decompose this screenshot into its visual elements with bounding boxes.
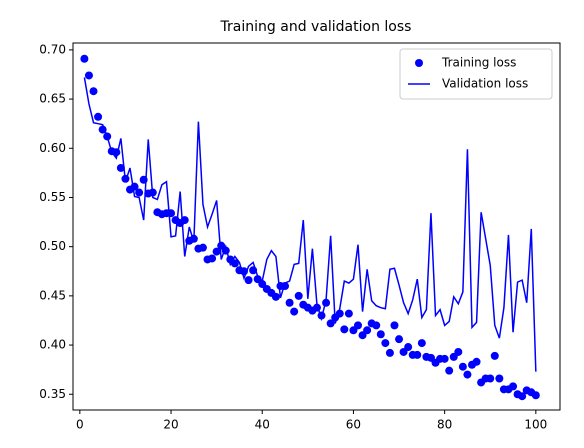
legend: Training loss Validation loss <box>399 48 553 100</box>
data-point <box>404 343 413 352</box>
data-point <box>116 163 125 172</box>
plot-frame <box>72 42 561 411</box>
x-tick-label: 20 <box>163 418 178 432</box>
x-tick-label: 80 <box>437 418 452 432</box>
data-point <box>413 350 422 359</box>
data-point <box>395 335 404 344</box>
data-point <box>518 392 527 401</box>
data-point <box>290 307 299 316</box>
y-tick-label: 0.65 <box>39 92 66 106</box>
data-point <box>294 291 303 300</box>
legend-marker <box>415 59 423 67</box>
data-point <box>531 391 540 400</box>
data-point <box>244 276 253 285</box>
x-tick-label: 60 <box>346 418 361 432</box>
y-tick-label: 0.50 <box>39 239 66 253</box>
x-tick-label: 100 <box>524 418 547 432</box>
data-point <box>454 347 463 356</box>
data-point <box>326 319 335 328</box>
data-point <box>363 326 372 335</box>
data-point <box>285 298 294 307</box>
data-point <box>372 321 381 330</box>
data-point <box>445 366 454 375</box>
y-tick-label: 0.70 <box>39 42 66 56</box>
data-point <box>472 357 481 366</box>
data-point <box>385 348 394 357</box>
data-point <box>344 309 353 318</box>
chart-title: Training and validation loss <box>220 19 412 35</box>
data-point <box>440 354 449 363</box>
y-tick-label: 0.55 <box>39 190 66 204</box>
data-point <box>390 321 399 330</box>
data-point <box>135 188 144 197</box>
series-line <box>83 77 537 372</box>
legend-label: Training loss <box>441 56 516 70</box>
legend-label: Validation loss <box>442 77 528 91</box>
data-point <box>381 339 390 348</box>
y-tick-label: 0.60 <box>39 141 66 155</box>
data-point <box>198 243 207 252</box>
data-point <box>84 71 93 80</box>
y-tick-label: 0.45 <box>39 288 66 302</box>
x-tick-label: 40 <box>255 418 270 432</box>
data-point <box>340 325 349 334</box>
data-point <box>94 112 103 121</box>
data-point <box>208 254 217 263</box>
data-point <box>271 292 280 301</box>
data-point <box>509 382 518 391</box>
x-tick-label: 0 <box>76 418 84 432</box>
data-point <box>417 339 426 348</box>
y-tick-label: 0.35 <box>39 387 66 401</box>
data-point <box>80 54 89 63</box>
data-point <box>353 321 362 330</box>
y-tick-label: 0.40 <box>39 338 66 352</box>
data-point <box>463 370 472 379</box>
data-point <box>458 362 467 371</box>
legend-box <box>399 48 553 100</box>
data-point <box>495 374 504 383</box>
data-point <box>486 374 495 383</box>
data-point <box>376 330 385 339</box>
data-point <box>490 351 499 360</box>
data-point <box>212 247 221 256</box>
data-point <box>89 87 98 96</box>
